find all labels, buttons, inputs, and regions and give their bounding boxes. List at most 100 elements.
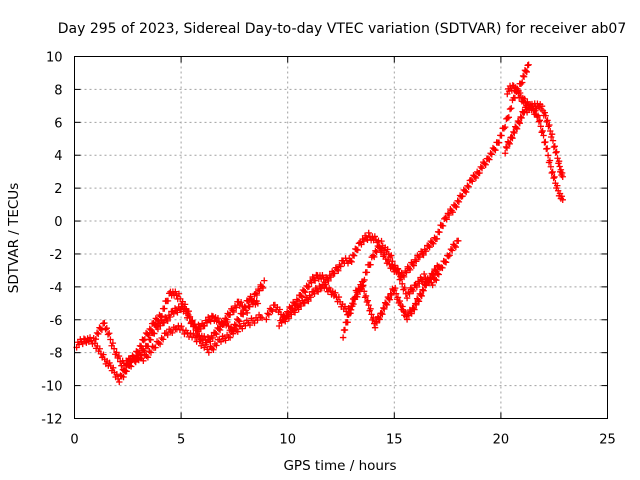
data-point <box>439 222 447 230</box>
data-point <box>213 330 220 338</box>
plot-frame <box>74 56 608 419</box>
data-point <box>379 311 386 318</box>
data-point <box>375 314 382 322</box>
data-point <box>372 318 380 325</box>
data-point <box>452 243 460 251</box>
data-point <box>478 165 486 172</box>
x-tick-labels: 0 5 10 15 20 25 <box>70 433 615 448</box>
data-point <box>226 334 234 341</box>
data-point <box>215 325 223 333</box>
data-point <box>546 121 553 129</box>
data-point <box>462 188 470 196</box>
data-point <box>537 123 544 130</box>
data-point <box>547 133 555 141</box>
data-point <box>549 168 556 176</box>
data-point <box>93 329 101 337</box>
data-point <box>239 325 246 332</box>
data-point <box>370 314 377 322</box>
data-point <box>203 319 211 326</box>
data-point <box>144 354 152 361</box>
data-point <box>261 277 268 284</box>
data-point <box>354 290 361 298</box>
data-point <box>465 183 472 190</box>
data-point <box>426 244 433 251</box>
data-point <box>347 257 354 265</box>
data-point <box>362 292 370 300</box>
data-point <box>291 309 299 316</box>
data-point <box>190 330 197 337</box>
data-point <box>147 336 154 344</box>
data-point <box>127 363 135 370</box>
data-point <box>371 233 379 240</box>
data-point <box>541 109 548 116</box>
data-point <box>375 244 383 251</box>
data-point <box>295 306 302 313</box>
data-point <box>282 318 289 325</box>
data-point <box>96 345 103 352</box>
data-point <box>455 198 463 206</box>
data-point <box>251 319 258 327</box>
x-tick-label: 15 <box>386 433 403 448</box>
data-point <box>216 326 224 334</box>
data-point <box>151 330 158 337</box>
data-point <box>113 349 120 356</box>
data-point <box>186 314 193 322</box>
data-point <box>383 301 391 309</box>
data-point <box>275 322 283 330</box>
data-point <box>430 240 437 247</box>
data-point <box>367 305 374 313</box>
data-point <box>505 139 513 146</box>
data-point <box>413 301 420 308</box>
data-point <box>516 119 523 127</box>
data-point <box>504 114 511 122</box>
data-point <box>389 258 396 265</box>
data-point <box>160 319 168 327</box>
data-point <box>501 150 509 157</box>
data-point <box>86 334 94 341</box>
data-point <box>548 169 555 177</box>
data-point <box>522 67 530 75</box>
data-point <box>247 293 254 300</box>
data-point <box>149 343 156 350</box>
data-point <box>214 315 222 322</box>
data-point <box>170 310 177 317</box>
data-point <box>339 334 347 341</box>
data-point <box>454 197 461 204</box>
data-point <box>447 245 455 253</box>
data-point <box>509 135 516 142</box>
data-point <box>382 300 390 307</box>
data-point <box>552 149 559 156</box>
data-point <box>157 322 164 329</box>
data-point <box>481 160 488 167</box>
y-tick-labels: -12 -10 -8 -6 -4 -2 0 2 4 6 8 10 <box>41 51 62 428</box>
data-point <box>461 187 469 195</box>
data-point <box>311 290 318 297</box>
data-point <box>116 378 123 386</box>
data-point <box>452 202 459 210</box>
data-point <box>358 241 365 248</box>
data-point <box>436 228 443 236</box>
data-point <box>412 300 419 307</box>
data-point <box>538 102 546 110</box>
data-point <box>399 303 406 310</box>
y-tick-label: -12 <box>41 413 62 428</box>
data-point <box>351 296 359 303</box>
data-point <box>154 325 162 333</box>
data-point <box>517 113 524 121</box>
data-point <box>386 296 393 303</box>
data-point <box>544 117 551 124</box>
data-point <box>432 267 439 274</box>
data-point <box>369 252 377 259</box>
data-point <box>476 169 483 177</box>
data-point <box>174 309 181 316</box>
data-point <box>373 319 381 327</box>
data-point <box>550 143 558 151</box>
data-point <box>420 287 427 294</box>
data-point <box>209 334 216 342</box>
data-point <box>201 322 208 330</box>
data-point <box>185 311 192 319</box>
data-point <box>515 118 523 126</box>
data-point <box>319 272 326 279</box>
data-point <box>427 275 435 283</box>
